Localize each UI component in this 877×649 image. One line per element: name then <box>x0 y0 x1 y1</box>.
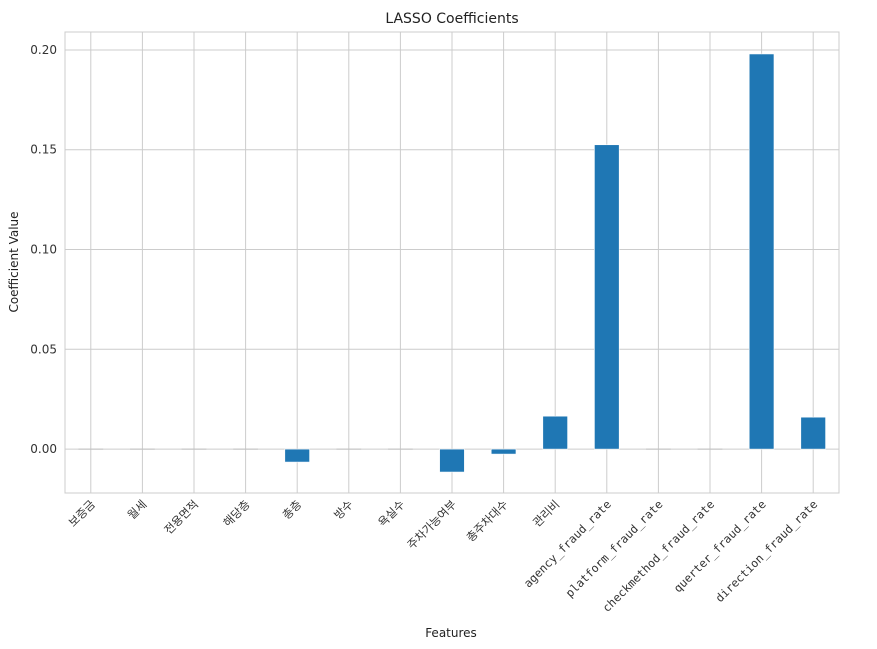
y-axis-label: Coefficient Value <box>7 211 21 312</box>
plot-frame <box>64 31 840 494</box>
bars-layer <box>78 53 826 473</box>
y-tick-label: 0.10 <box>30 243 57 257</box>
x-tick-label: 관리비 <box>530 497 562 529</box>
x-tick-label: direction_fraud_rate <box>712 497 820 605</box>
chart-title: LASSO Coefficients <box>385 11 518 27</box>
x-tick-label: 총층 <box>279 497 304 522</box>
grid-layer <box>65 32 839 493</box>
bar <box>748 53 775 450</box>
x-tick-label: agency_fraud_rate <box>521 497 614 590</box>
y-tick-label: 0.15 <box>30 143 57 157</box>
x-tick-label: 방수 <box>331 497 356 522</box>
x-axis-label: Features <box>425 626 477 640</box>
x-tick-label: 욕실수 <box>375 497 407 529</box>
x-tick-label: 보증금 <box>66 497 98 529</box>
bar <box>439 448 465 473</box>
bar <box>800 416 826 450</box>
x-tick-label: 총주차대수 <box>463 497 510 544</box>
bar <box>284 448 310 463</box>
x-tick-label: querter_fraud_rate <box>671 497 769 595</box>
x-tick-label: 해당층 <box>220 497 252 529</box>
y-tick-label: 0.00 <box>30 442 57 456</box>
x-tick-label: platform_fraud_rate <box>563 497 666 600</box>
bar <box>594 144 620 450</box>
x-tick-label: 월세 <box>125 497 150 522</box>
bar <box>542 415 568 450</box>
y-tick-labels: 0.00 0.05 0.10 0.15 0.20 <box>30 43 57 456</box>
x-tick-label: 주차가능여부 <box>404 497 459 552</box>
y-tick-label: 0.20 <box>30 43 57 57</box>
x-tick-label: 전용면적 <box>161 497 201 537</box>
bar <box>490 448 517 455</box>
y-tick-label: 0.05 <box>30 342 57 356</box>
